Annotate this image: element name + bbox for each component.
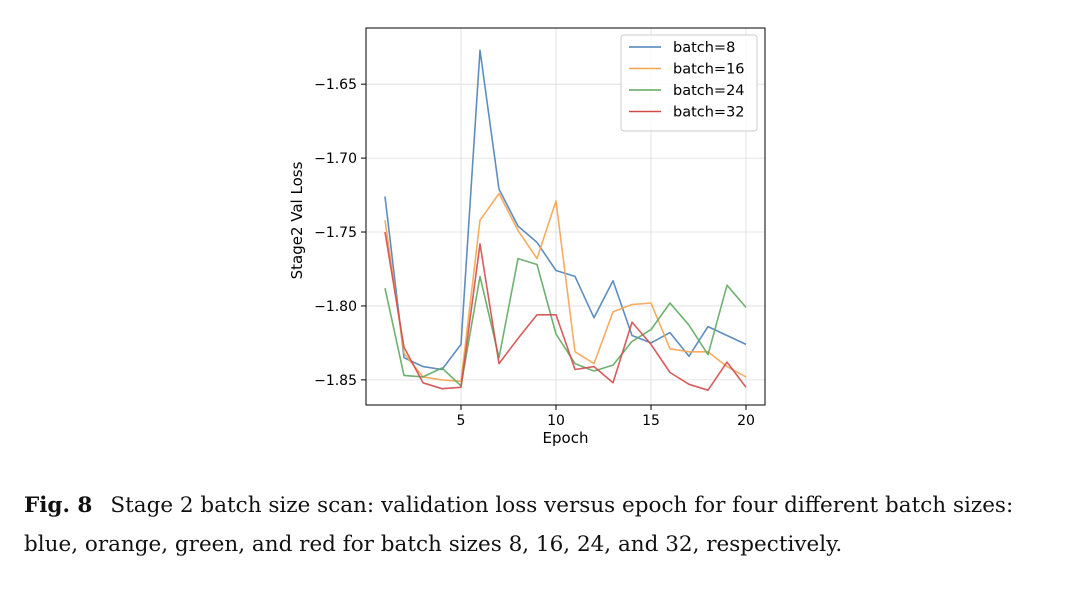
x-tick-label: 20	[737, 413, 755, 429]
y-tick-label: −1.80	[314, 299, 357, 315]
legend: batch=8 batch=16 batch=24 batch=32	[620, 34, 758, 132]
caption-label: Fig. 8	[24, 493, 93, 518]
x-tick-label: 15	[642, 413, 660, 429]
x-tick-label: 10	[547, 413, 565, 429]
series-lines	[384, 49, 747, 392]
legend-label-batch-32: batch=32	[673, 105, 745, 121]
legend-box	[620, 34, 758, 132]
series-line-batch-16	[384, 192, 747, 383]
y-tick-label: −1.65	[314, 77, 357, 93]
series-line-batch-24	[384, 257, 747, 387]
figure-caption: Fig. 8 Stage 2 batch size scan: validatio…	[24, 486, 1059, 564]
x-tick-label: 5	[457, 413, 466, 429]
y-tick-label: −1.85	[314, 373, 357, 389]
legend-label-batch-24: batch=24	[673, 83, 745, 99]
y-tick-label: −1.70	[314, 151, 357, 167]
caption-text: Stage 2 batch size scan: validation loss…	[24, 493, 1014, 557]
chart: 5 10 15 20 −1.65 −1.70 −1.75 −1.80 −1.85 Epoch S…	[288, 27, 766, 447]
plot-frame	[365, 27, 766, 406]
series-line-batch-32	[384, 231, 747, 392]
axis-ticks: 5 10 15 20 −1.65 −1.70 −1.75 −1.80 −1.85	[314, 77, 755, 429]
y-tick-label: −1.75	[314, 225, 357, 241]
legend-label-batch-16: batch=16	[673, 62, 745, 78]
x-axis-label: Epoch	[543, 429, 589, 447]
legend-label-batch-8: batch=8	[673, 40, 735, 56]
y-axis-label: Stage2 Val Loss	[288, 161, 306, 279]
